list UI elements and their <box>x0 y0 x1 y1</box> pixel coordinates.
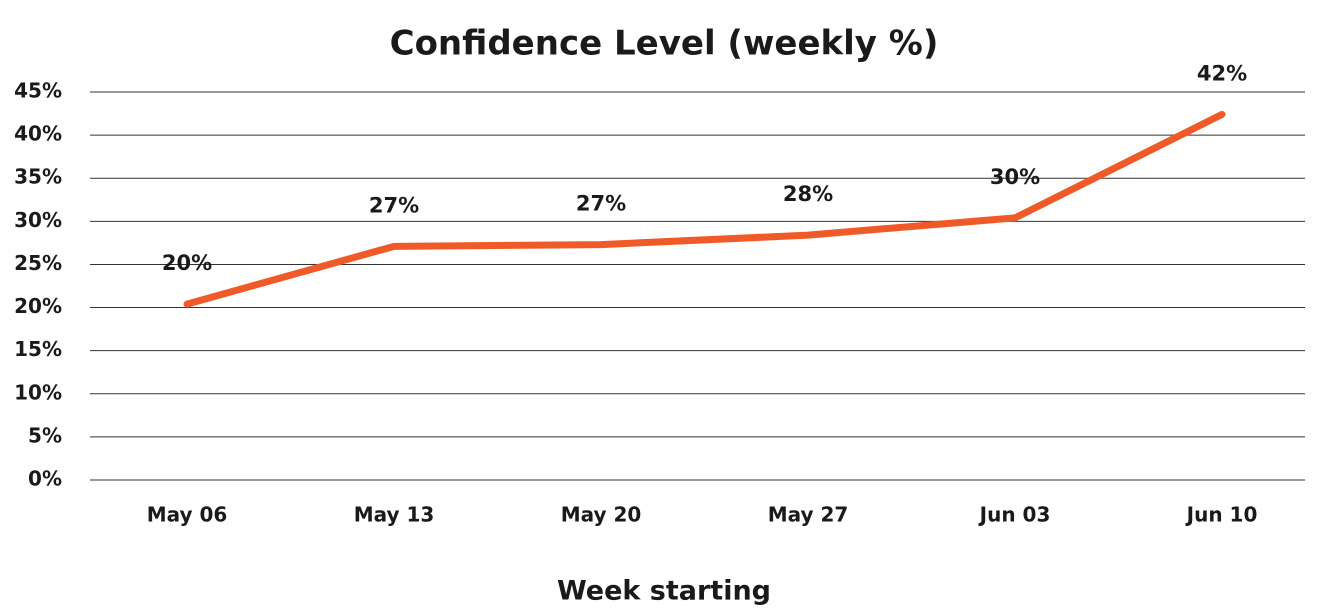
data-label: 28% <box>783 182 833 206</box>
x-tick-label: May 06 <box>147 503 228 527</box>
y-tick-label: 10% <box>14 380 62 404</box>
x-axis-title: Week starting <box>557 576 771 607</box>
x-tick-label: May 20 <box>561 503 642 527</box>
y-tick-label: 25% <box>14 251 62 275</box>
y-tick-label: 30% <box>14 208 62 232</box>
y-tick-label: 45% <box>14 79 62 103</box>
data-label: 27% <box>369 193 419 217</box>
y-tick-label: 40% <box>14 122 62 146</box>
y-tick-label: 15% <box>14 337 62 361</box>
x-tick-label: Jun 10 <box>1185 503 1258 527</box>
y-tick-label: 5% <box>28 423 62 447</box>
data-label: 42% <box>1197 61 1247 85</box>
x-tick-label: May 13 <box>354 503 435 527</box>
data-label: 27% <box>576 192 626 216</box>
x-tick-label: May 27 <box>768 503 849 527</box>
chart-title: Confidence Level (weekly %) <box>390 24 939 64</box>
y-tick-label: 20% <box>14 294 62 318</box>
data-label: 30% <box>990 165 1040 189</box>
line <box>183 110 1226 308</box>
data-label: 20% <box>162 251 212 275</box>
y-tick-label: 35% <box>14 165 62 189</box>
y-tick-label: 0% <box>28 467 62 491</box>
x-tick-label: Jun 03 <box>978 503 1051 527</box>
